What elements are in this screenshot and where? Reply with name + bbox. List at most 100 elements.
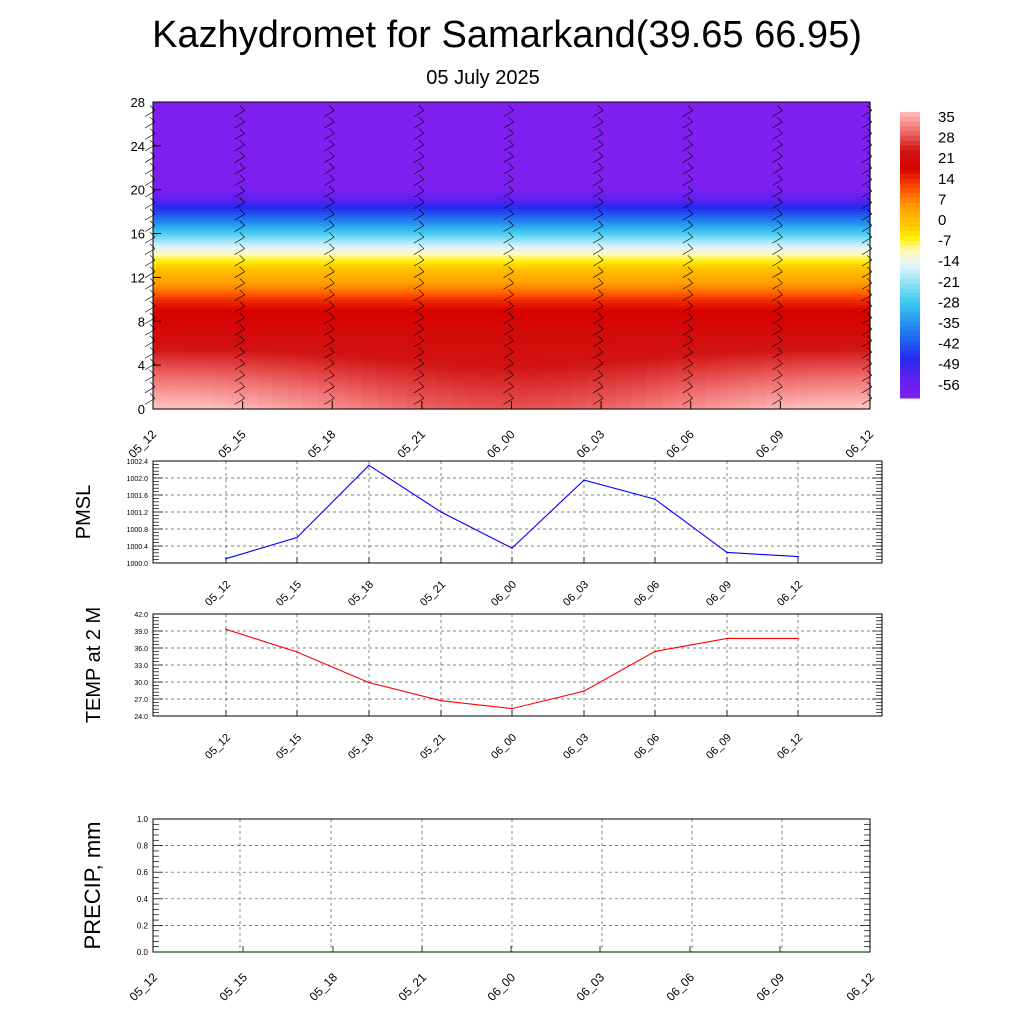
heatmap-cell xyxy=(780,225,796,229)
heatmap-cell xyxy=(616,293,632,298)
heatmap-cell xyxy=(616,398,632,402)
heatmap-cell xyxy=(616,208,632,213)
heatmap-cell xyxy=(153,376,169,380)
heatmap-cell xyxy=(511,280,528,284)
heatmap-cell xyxy=(377,263,393,268)
heatmap-cell xyxy=(675,121,692,125)
heatmap-cell xyxy=(571,217,587,221)
heatmap-cell xyxy=(227,208,244,213)
heatmap-cell xyxy=(212,334,229,339)
heatmap-cell xyxy=(660,400,677,405)
heatmap-cell xyxy=(347,211,363,215)
heatmap-cell xyxy=(481,389,498,394)
heatmap-cell xyxy=(257,406,274,410)
heatmap-cell xyxy=(660,362,677,366)
heatmap-cell xyxy=(780,258,796,262)
heatmap-cell xyxy=(571,285,587,289)
heatmap-cell xyxy=(227,156,244,161)
heatmap-cell xyxy=(750,315,767,320)
heatmap-cell xyxy=(272,280,289,284)
heatmap-cell xyxy=(660,137,677,141)
heatmap-cell xyxy=(481,148,498,152)
heatmap-cell xyxy=(735,277,752,281)
heatmap-cell xyxy=(332,274,348,279)
heatmap-cell xyxy=(153,225,169,229)
heatmap-cell xyxy=(182,239,199,243)
heatmap-cell xyxy=(511,343,528,347)
heatmap-cell xyxy=(377,271,393,276)
heatmap-cell xyxy=(780,356,796,361)
heatmap-cell xyxy=(780,384,796,388)
heatmap-cell xyxy=(750,176,767,180)
heatmap-cell xyxy=(720,228,737,232)
heatmap-cell xyxy=(690,389,707,394)
heatmap-cell xyxy=(496,241,513,246)
heatmap-cell xyxy=(660,148,677,152)
heatmap-cell xyxy=(257,118,274,122)
heatmap-cell xyxy=(406,225,423,229)
heatmap-cell xyxy=(257,398,274,402)
heatmap-cell xyxy=(257,115,274,120)
heatmap-cell xyxy=(645,200,662,205)
heatmap-cell xyxy=(586,197,602,202)
heatmap-cell xyxy=(735,148,752,152)
heatmap-cell xyxy=(571,156,587,161)
heatmap-cell xyxy=(182,263,199,268)
heatmap-cell xyxy=(586,313,602,317)
heatmap-cell xyxy=(735,274,752,279)
heatmap-cell xyxy=(481,112,498,117)
heatmap-cell xyxy=(541,398,557,402)
heatmap-cell xyxy=(362,241,378,246)
heatmap-cell xyxy=(720,148,737,152)
heatmap-cell xyxy=(347,184,363,188)
heatmap-cell xyxy=(795,110,811,114)
heatmap-cell xyxy=(406,406,423,410)
heatmap-cell xyxy=(317,112,333,117)
heatmap-cell xyxy=(526,110,542,114)
heatmap-cell xyxy=(227,381,244,385)
heatmap-cell xyxy=(167,406,184,410)
heatmap-cell xyxy=(197,307,214,311)
heatmap-cell xyxy=(302,121,318,125)
heatmap-cell xyxy=(496,102,513,106)
heatmap-cell xyxy=(257,337,274,342)
heatmap-cell xyxy=(392,332,408,336)
heatmap-cell xyxy=(481,373,498,377)
heatmap-cell xyxy=(780,378,796,383)
heatmap-cell xyxy=(182,274,199,279)
heatmap-cell xyxy=(675,400,692,405)
heatmap-cell xyxy=(571,115,587,120)
heatmap-cell xyxy=(496,104,513,109)
heatmap-cell xyxy=(616,271,632,276)
heatmap-cell xyxy=(720,324,737,328)
heatmap-cell xyxy=(586,236,602,240)
heatmap-cell xyxy=(526,269,542,273)
heatmap-cell xyxy=(526,367,542,372)
heatmap-cell xyxy=(212,206,229,210)
heatmap-cell xyxy=(466,186,483,191)
heatmap-cell xyxy=(645,365,662,369)
heatmap-cell xyxy=(392,381,408,385)
heatmap-cell xyxy=(601,356,617,361)
heatmap-cell xyxy=(780,184,796,188)
heatmap-cell xyxy=(436,334,453,339)
heatmap-cell xyxy=(197,184,214,188)
heatmap-cell xyxy=(690,359,707,363)
heatmap-cell xyxy=(332,156,348,161)
heatmap-cell xyxy=(272,250,289,254)
heatmap-cell xyxy=(451,277,468,281)
heatmap-cell xyxy=(601,392,617,396)
heatmap-cell xyxy=(720,112,737,117)
heatmap-cell xyxy=(675,236,692,240)
heatmap-cell xyxy=(750,313,767,317)
heatmap-cell xyxy=(750,244,767,248)
heatmap-cell xyxy=(765,345,781,350)
heatmap-cell xyxy=(660,241,677,246)
heatmap-cell xyxy=(436,107,453,111)
heatmap-cell xyxy=(362,395,378,399)
heatmap-cell xyxy=(377,233,393,237)
heatmap-cell xyxy=(616,170,632,174)
heatmap-cell xyxy=(436,247,453,251)
heatmap-cell xyxy=(272,403,289,407)
heatmap-cell xyxy=(242,102,259,106)
